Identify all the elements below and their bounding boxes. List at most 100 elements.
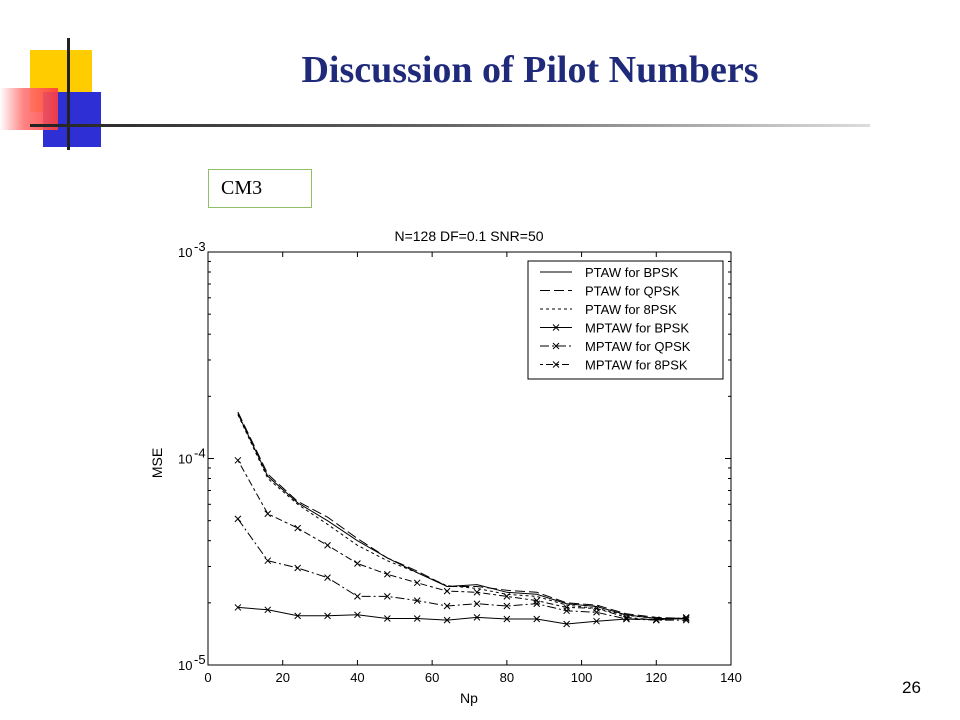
marker-stroke [682, 614, 690, 621]
data-marker [533, 600, 541, 608]
deco-vertical-line [67, 38, 70, 150]
marker-stroke [443, 602, 451, 610]
marker-stroke [294, 612, 302, 620]
marker-stroke [383, 592, 391, 600]
marker-stroke [623, 614, 630, 621]
y-tick-exponent: -3 [194, 239, 206, 254]
marker-stroke [473, 588, 481, 596]
marker-stroke [503, 615, 511, 623]
data-marker [294, 612, 302, 620]
series-line [237, 414, 687, 620]
legend-label: PTAW for 8PSK [585, 302, 677, 317]
legend: PTAW for BPSK PTAW for QPSK PTAW for 8PSK M… [527, 260, 724, 380]
data-marker [294, 524, 302, 532]
marker-stroke [354, 611, 361, 619]
data-marker [234, 604, 242, 611]
marker-stroke [234, 456, 242, 464]
marker-stroke [264, 606, 272, 614]
data-marker [264, 557, 272, 565]
y-tick-exponent: -5 [194, 652, 206, 667]
data-marker [294, 564, 302, 572]
marker-stroke [533, 597, 541, 604]
data-marker [383, 570, 391, 578]
data-marker [552, 361, 560, 368]
data-marker [593, 617, 600, 625]
legend-box [527, 260, 724, 380]
x-tick-label: 20 [275, 670, 289, 685]
y-tick-exponent: -4 [194, 446, 206, 461]
marker-stroke [234, 604, 242, 611]
data-marker [443, 587, 451, 595]
marker-stroke [552, 324, 560, 331]
x-tick-label: 40 [350, 670, 364, 685]
data-marker [533, 615, 541, 623]
data-marker [652, 616, 660, 624]
series-line [237, 518, 687, 621]
marker-stroke [234, 515, 242, 523]
marker-stroke [593, 617, 600, 625]
marker-stroke [294, 564, 302, 572]
series-mptaw-for-qpsk [234, 515, 690, 624]
deco-red-square [0, 88, 58, 130]
data-marker [473, 614, 481, 621]
marker-stroke [533, 600, 541, 608]
marker-stroke [473, 600, 481, 608]
series-line [237, 460, 687, 621]
marker-stroke [324, 574, 331, 581]
marker-stroke [383, 615, 391, 622]
data-marker [682, 614, 690, 621]
series-ptaw-for-qpsk [237, 411, 687, 619]
x-axis-label: Np [460, 690, 478, 706]
marker-stroke [383, 570, 391, 578]
data-marker [264, 606, 272, 614]
marker-stroke [652, 616, 660, 624]
marker-stroke [413, 579, 421, 587]
data-marker [503, 602, 511, 610]
x-tick-label: 80 [500, 670, 514, 685]
marker-stroke [563, 604, 570, 611]
data-marker [383, 592, 391, 600]
series-mptaw-for-8psk [234, 456, 690, 624]
x-tick-label: 0 [204, 670, 211, 685]
data-marker [413, 597, 421, 604]
series-line [237, 413, 687, 619]
data-marker [682, 616, 690, 624]
data-marker [473, 600, 481, 608]
data-marker [354, 611, 361, 619]
x-tick-label: 120 [645, 670, 667, 685]
series-lines [234, 411, 690, 628]
data-marker [324, 541, 331, 549]
data-marker [503, 615, 511, 623]
marker-stroke [264, 510, 272, 518]
marker-stroke [354, 592, 361, 600]
legend-label: MPTAW for QPSK [585, 339, 691, 354]
page-number: 26 [902, 678, 921, 697]
x-tick-label: 100 [571, 670, 593, 685]
marker-stroke [503, 602, 511, 610]
marker-stroke [533, 615, 541, 623]
slide-title: Discussion of Pilot Numbers [301, 49, 759, 91]
data-marker [354, 592, 361, 600]
y-tick-label: 10 [178, 452, 192, 467]
data-marker [264, 510, 272, 518]
data-marker [563, 620, 570, 628]
data-marker [533, 597, 541, 604]
data-marker [234, 515, 242, 523]
series-line [237, 411, 687, 619]
data-marker [324, 612, 331, 620]
data-marker [623, 615, 630, 623]
deco-horizontal-line [30, 124, 870, 127]
data-marker [234, 456, 242, 464]
data-marker [593, 605, 600, 612]
legend-label: MPTAW for BPSK [585, 321, 689, 336]
marker-stroke [354, 560, 361, 567]
marker-stroke [593, 605, 600, 612]
data-marker [354, 560, 361, 567]
marker-stroke [324, 612, 331, 620]
series-line [237, 606, 687, 625]
marker-stroke [473, 614, 481, 621]
marker-stroke [563, 620, 570, 628]
y-tick-label: 10 [178, 658, 192, 673]
